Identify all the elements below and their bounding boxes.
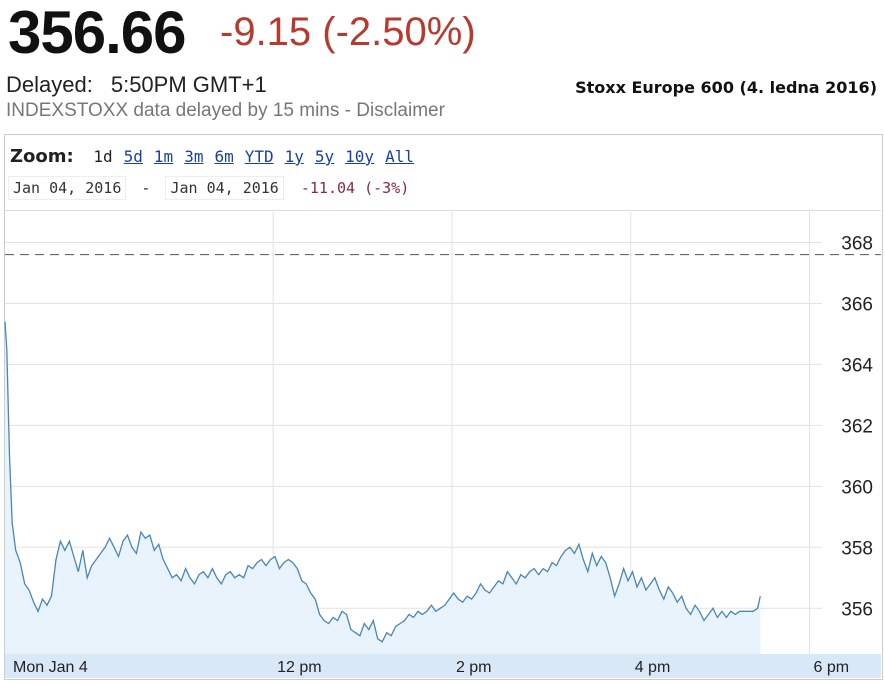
y-tick-label-362: 362 [841, 416, 873, 437]
date-range-separator: - [141, 179, 151, 197]
zoom-option-ytd[interactable]: YTD [244, 147, 274, 166]
zoom-option-5d[interactable]: 5d [123, 147, 143, 166]
delay-info: Delayed: 5:50PM GMT+1 [6, 72, 267, 98]
zoom-bar: Zoom: 1d 5d 1m 3m 6m YTD 1y 5y 10y All [10, 146, 425, 167]
zoom-option-3m[interactable]: 3m [184, 147, 204, 166]
y-tick-label-366: 366 [841, 294, 873, 315]
x-tick-label-mon-jan-4: Mon Jan 4 [13, 659, 88, 676]
zoom-option-1y[interactable]: 1y [284, 147, 304, 166]
chart-divider [5, 210, 881, 211]
date-from-field[interactable]: Jan 04, 2016 [8, 176, 127, 200]
zoom-options: 1d 5d 1m 3m 6m YTD 1y 5y 10y All [93, 147, 425, 166]
zoom-option-10y[interactable]: 10y [345, 147, 375, 166]
x-tick-label-2-pm: 2 pm [456, 659, 492, 676]
y-tick-label-364: 364 [841, 355, 873, 376]
y-tick-label-356: 356 [841, 599, 873, 620]
price-area-fill [5, 321, 761, 654]
zoom-option-1m[interactable]: 1m [153, 147, 174, 166]
zoom-option-5y[interactable]: 5y [314, 147, 335, 166]
price-change: -9.15 (-2.50%) [220, 10, 476, 54]
zoom-option-6m[interactable]: 6m [214, 147, 234, 166]
delayed-label: Delayed: [6, 72, 93, 97]
range-change: -11.04 (-3%) [300, 179, 410, 197]
price-line [4, 321, 761, 643]
date-to-field[interactable]: Jan 04, 2016 [165, 176, 284, 200]
x-tick-label-6-pm: 6 pm [813, 659, 849, 676]
zoom-option-all[interactable]: All [385, 147, 414, 166]
y-tick-label-358: 358 [841, 538, 873, 559]
x-tick-label-4-pm: 4 pm [635, 659, 671, 676]
date-range: Jan 04, 2016 - Jan 04, 2016 -11.04 (-3%) [8, 176, 409, 200]
x-axis-band [5, 654, 881, 678]
zoom-label: Zoom: [10, 146, 74, 167]
source-note: INDEXSTOXX data delayed by 15 mins - Dis… [6, 100, 445, 121]
y-tick-label-360: 360 [841, 477, 873, 498]
delayed-time: 5:50PM GMT+1 [110, 72, 267, 97]
x-tick-label-12-pm: 12 pm [277, 659, 321, 676]
zoom-option-1d[interactable]: 1d [93, 147, 113, 166]
y-tick-label-368: 368 [841, 233, 873, 254]
current-price: 356.66 [8, 0, 187, 66]
chart-caption: Stoxx Europe 600 (4. ledna 2016) [575, 78, 877, 97]
